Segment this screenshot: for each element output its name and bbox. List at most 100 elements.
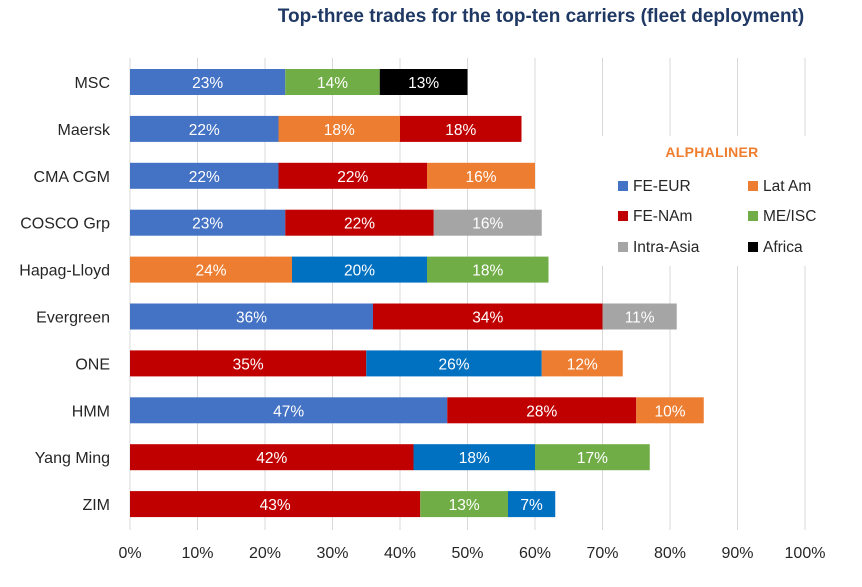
bar-segment-zim-me-isc: [420, 491, 508, 518]
bar-segment-msc-africa: [379, 69, 468, 95]
bar-segment-hmm-fe-eur: [130, 397, 448, 424]
bar-segment-one-fe-nam: [130, 350, 367, 377]
category-label: ONE: [75, 356, 110, 373]
data-label: 18%: [459, 450, 490, 467]
legend-swatch-fe-eur: [618, 181, 628, 191]
legend-swatch-africa: [748, 242, 758, 252]
data-label: 47%: [273, 403, 304, 420]
data-label: 7%: [520, 497, 543, 514]
x-tick-label: 0%: [118, 545, 141, 562]
data-label: 43%: [260, 497, 291, 514]
x-tick-label: 90%: [721, 545, 753, 562]
x-tick-label: 50%: [451, 545, 483, 562]
x-tick-label: 40%: [384, 545, 416, 562]
data-label: 14%: [317, 75, 348, 92]
x-tick-label: 70%: [586, 545, 618, 562]
data-label: 23%: [192, 75, 223, 92]
bar-segment-zim-fe-nam-alt: [508, 491, 556, 518]
bar-segment-yang-ming-me-isc: [535, 444, 650, 471]
data-label: 28%: [526, 403, 557, 420]
bar-segment-cosco-grp-fe-nam: [285, 209, 434, 236]
x-tick-label: 80%: [654, 545, 686, 562]
data-label: 13%: [449, 497, 480, 514]
x-tick-label: 30%: [316, 545, 348, 562]
category-label: ZIM: [82, 497, 110, 514]
bar-segment-hmm-lat-am: [636, 397, 704, 424]
legend-label: Lat Am: [763, 178, 811, 195]
bar-segment-maersk-fe-nam: [400, 115, 522, 142]
bar-segment-maersk-fe-eur: [130, 115, 279, 142]
bar-segment-yang-ming-fe-nam: [130, 444, 414, 471]
data-label: 24%: [195, 263, 226, 280]
data-label: 36%: [236, 310, 267, 327]
bar-segment-hapag-lloyd-fe-nam-alt: [292, 256, 427, 283]
data-label: 18%: [324, 122, 355, 139]
data-label: 22%: [344, 216, 375, 233]
bars: 23% 14% 13% 22% 18% 18% 22% 22% 16% 23% 22% 16% 24% 2…: [130, 69, 704, 518]
data-label: 12%: [567, 356, 598, 373]
legend-label: Intra-Asia: [633, 239, 700, 256]
bar-segment-evergreen-fe-eur: [130, 303, 373, 330]
data-label: 11%: [625, 310, 655, 327]
data-label: 42%: [256, 450, 287, 467]
legend-label: Africa: [763, 239, 803, 256]
x-axis-ticks: 0% 10% 20% 30% 40% 50% 60% 70% 80% 90% 100%: [118, 545, 825, 562]
legend-swatch-lat-am: [748, 181, 758, 191]
category-label: COSCO Grp: [20, 216, 110, 233]
category-label: MSC: [74, 75, 110, 92]
category-label: HMM: [72, 403, 110, 420]
data-label: 35%: [233, 356, 264, 373]
data-label: 23%: [192, 216, 223, 233]
bar-segment-hmm-fe-nam: [447, 397, 637, 424]
legend-label: FE-NAm: [633, 208, 692, 225]
bar-segment-evergreen-intra-asia: [602, 303, 677, 330]
legend-label: ME/ISC: [763, 208, 816, 225]
data-label: 10%: [654, 403, 685, 420]
bar-segment-cosco-grp-fe-eur: [130, 209, 286, 236]
x-tick-label: 10%: [181, 545, 213, 562]
data-label: 17%: [577, 450, 608, 467]
legend-label: FE-EUR: [633, 178, 691, 195]
brand-label: ALPHALINER: [665, 144, 758, 160]
data-label: 22%: [189, 122, 220, 139]
data-label: 18%: [472, 263, 503, 280]
bar-segment-msc-fe-eur: [130, 69, 286, 95]
chart-title: Top-three trades for the top-ten carrier…: [278, 6, 804, 27]
category-label: Evergreen: [36, 310, 110, 327]
category-label: Hapag-Lloyd: [19, 263, 110, 280]
data-label: 34%: [472, 310, 503, 327]
data-label: 13%: [408, 75, 439, 92]
legend-swatch-me-isc: [748, 211, 758, 221]
legend-swatch-fe-nam: [618, 211, 628, 221]
data-label: 22%: [337, 169, 368, 186]
data-label: 16%: [472, 216, 503, 233]
legend-swatch-intra-asia: [618, 242, 628, 252]
data-label: 20%: [344, 263, 375, 280]
bar-segment-zim-fe-nam: [130, 491, 421, 518]
bar-segment-hapag-lloyd-lat-am: [130, 256, 292, 283]
legend: ALPHALINER FE-EUR Lat Am FE-NAm ME/ISC Intra…: [600, 136, 840, 266]
x-tick-label: 100%: [785, 545, 826, 562]
bar-segment-one-fe-nam-alt: [366, 350, 542, 377]
bar-segment-yang-ming-fe-nam-alt: [413, 444, 535, 471]
data-label: 16%: [465, 169, 496, 186]
bar-segment-cma-cgm-fe-eur: [130, 162, 279, 189]
bar-segment-maersk-lat-am: [278, 115, 400, 142]
bar-segment-evergreen-fe-nam: [373, 303, 603, 330]
category-label: Maersk: [58, 122, 111, 139]
data-label: 18%: [445, 122, 476, 139]
bar-segment-cma-cgm-lat-am: [427, 162, 535, 189]
bar-segment-cosco-grp-intra-asia: [433, 209, 542, 236]
category-label: CMA CGM: [34, 169, 110, 186]
bar-segment-cma-cgm-fe-nam: [278, 162, 427, 189]
legend-background: [600, 136, 840, 266]
x-tick-label: 20%: [249, 545, 281, 562]
x-tick-label: 60%: [519, 545, 551, 562]
bar-segment-one-lat-am: [541, 350, 623, 377]
bar-segment-hapag-lloyd-me-isc: [427, 256, 549, 283]
category-labels: MSC Maersk CMA CGM COSCO Grp Hapag-Lloyd Ever…: [19, 75, 111, 514]
data-label: 26%: [438, 356, 469, 373]
data-label: 22%: [189, 169, 220, 186]
